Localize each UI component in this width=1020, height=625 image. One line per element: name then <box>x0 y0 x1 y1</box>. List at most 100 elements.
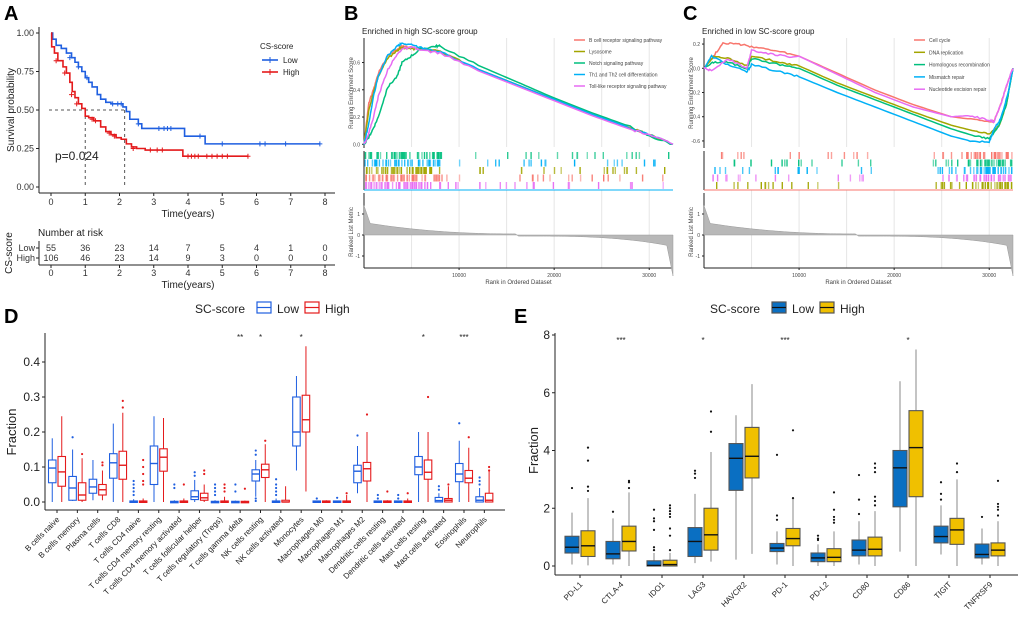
risk-x-tick-label: 5 <box>220 268 225 278</box>
outlier-point <box>101 464 104 467</box>
box-low <box>414 455 423 476</box>
hit-tick <box>948 174 950 182</box>
hit-tick <box>996 182 998 189</box>
hit-tick <box>406 167 408 174</box>
hit-tick <box>426 152 428 159</box>
hit-tick <box>817 182 819 189</box>
hit-tick <box>407 182 409 189</box>
hit-tick <box>935 159 937 167</box>
hit-tick <box>739 174 741 182</box>
legend-label: Cell cycle <box>929 38 951 44</box>
panel-letter-a: A <box>4 3 18 25</box>
outlier-point <box>996 508 1000 511</box>
hit-tick <box>631 182 633 189</box>
y-axis-title: Fraction <box>526 427 541 474</box>
hit-tick <box>549 174 551 182</box>
hit-tick <box>544 159 546 167</box>
outlier-point <box>397 497 400 500</box>
hit-tick <box>998 174 1000 182</box>
hit-tick <box>951 159 953 167</box>
censor-mark <box>283 141 289 147</box>
hit-tick <box>984 159 986 167</box>
outlier-point <box>586 446 590 449</box>
hit-tick <box>437 174 439 182</box>
hit-tick <box>411 167 413 174</box>
hit-tick <box>602 152 604 159</box>
hit-tick <box>424 174 427 182</box>
hit-tick <box>947 159 950 167</box>
hit-tick <box>421 174 423 182</box>
hit-tick <box>579 167 581 174</box>
hit-tick <box>939 167 941 174</box>
hit-tick <box>979 159 982 167</box>
outlier-point <box>213 493 217 497</box>
hit-tick <box>786 159 788 167</box>
hit-tick <box>621 159 623 167</box>
hit-tick <box>436 159 438 167</box>
hit-tick <box>417 167 419 174</box>
hit-tick <box>416 174 418 182</box>
x-tick-label: 0 <box>48 197 53 207</box>
y-axis-title-bottom: Ranked List Metric <box>349 207 355 257</box>
risk-x-tick-label: 3 <box>151 268 156 278</box>
hit-tick <box>976 152 979 159</box>
legend-label: Th1 and Th2 cell differentiation <box>589 73 658 79</box>
hit-tick <box>377 174 380 182</box>
hit-tick <box>395 159 398 167</box>
hit-tick <box>1004 167 1007 174</box>
hit-tick <box>797 167 799 174</box>
hit-tick <box>870 159 872 167</box>
hit-tick <box>373 182 375 189</box>
hit-tick <box>420 167 422 174</box>
risk-row-label: High <box>16 253 35 263</box>
hit-tick <box>941 167 944 174</box>
hit-tick <box>396 167 398 174</box>
outlier-point <box>234 490 237 493</box>
hit-tick <box>403 182 405 189</box>
legend-title: SC-score <box>195 302 245 316</box>
hit-tick <box>641 174 644 182</box>
hit-tick <box>798 167 800 174</box>
y-tick-label: 0.0 <box>23 495 40 509</box>
outlier-point <box>996 505 1000 508</box>
censor-mark <box>62 70 68 76</box>
hit-tick <box>379 152 382 159</box>
hit-tick <box>983 174 986 182</box>
legend-label: Low <box>283 56 298 65</box>
censor-mark <box>195 153 201 159</box>
hit-tick <box>423 167 425 174</box>
hit-tick <box>424 167 427 174</box>
hit-tick <box>998 182 1000 189</box>
hit-tick <box>626 152 628 159</box>
box-low <box>564 535 580 554</box>
hit-tick <box>837 182 840 189</box>
outlier-point <box>652 546 656 549</box>
x-tick-label: 3 <box>151 197 156 207</box>
hit-tick <box>942 174 944 182</box>
hit-tick <box>594 152 596 159</box>
hit-tick <box>991 159 993 167</box>
hit-tick <box>623 167 626 174</box>
hit-tick <box>932 159 935 167</box>
hit-tick <box>988 167 991 174</box>
risk-value: 14 <box>149 253 159 263</box>
hit-tick <box>415 182 418 189</box>
hit-tick <box>811 159 813 167</box>
hit-tick <box>392 174 394 182</box>
hit-tick <box>430 182 432 189</box>
y-tick-label: 0.50 <box>16 105 34 115</box>
hit-tick <box>1007 152 1009 159</box>
hit-tick <box>714 167 716 174</box>
outlier-point <box>775 518 779 521</box>
risk-value: 3 <box>220 253 225 263</box>
risk-value: 0 <box>322 243 327 253</box>
legend-label: Notch signaling pathway <box>589 61 644 67</box>
panel-c-gsea-low: Enriched in low SC-score group -0.6 -0.4 -0… <box>689 27 1014 286</box>
y-tick-label: 0.4 <box>23 355 40 369</box>
hit-tick <box>392 167 394 174</box>
censor-mark <box>53 58 59 64</box>
hit-tick <box>999 159 1002 167</box>
survival-curve-high <box>50 32 248 157</box>
hit-tick <box>429 167 431 174</box>
y-tick-label: 1 <box>697 212 700 218</box>
